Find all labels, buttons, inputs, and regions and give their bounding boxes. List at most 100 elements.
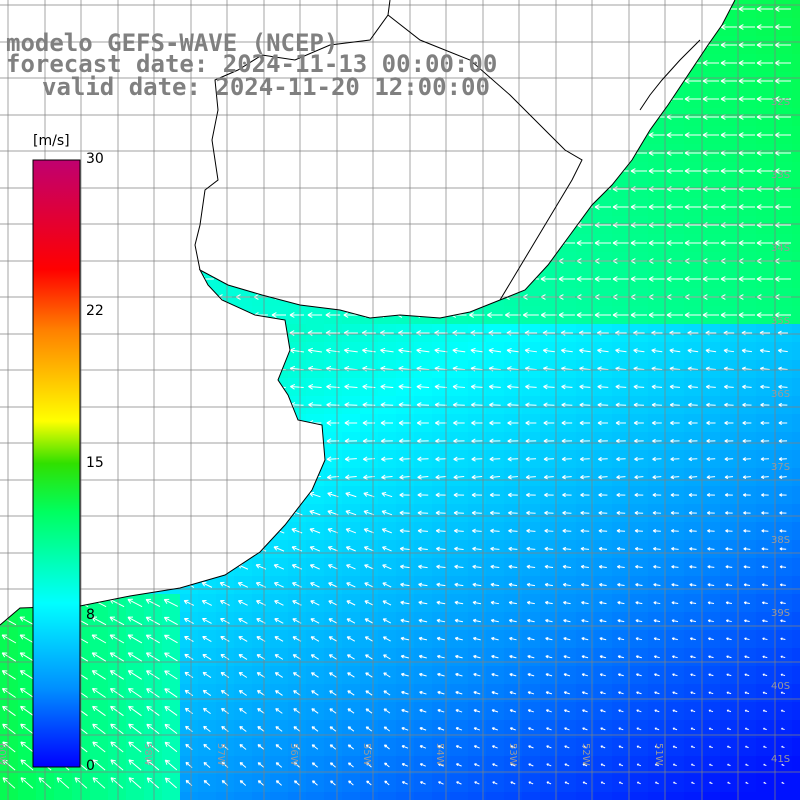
wind-arrow xyxy=(594,276,611,282)
wind-arrow xyxy=(365,654,373,660)
wind-arrow xyxy=(491,654,499,659)
wind-speed-cell xyxy=(18,792,37,800)
wind-arrow xyxy=(720,168,737,174)
wind-arrow xyxy=(630,240,647,246)
wind-speed-cell xyxy=(360,792,379,800)
wind-arrow xyxy=(491,745,498,749)
wind-arrow xyxy=(687,384,698,390)
wind-arrow xyxy=(489,420,501,426)
wind-arrow xyxy=(470,384,483,390)
wind-speed-cell xyxy=(792,234,800,253)
wind-arrow xyxy=(612,240,629,246)
wind-arrow xyxy=(635,655,642,659)
wind-speed-cell xyxy=(342,792,361,800)
wind-arrow xyxy=(618,709,624,713)
wind-arrow xyxy=(163,598,178,607)
wind-arrow xyxy=(744,691,750,695)
wind-arrow xyxy=(708,745,713,749)
wind-arrow xyxy=(738,42,755,48)
wind-arrow xyxy=(708,709,714,713)
wind-arrow xyxy=(239,726,247,732)
wind-speed-cell xyxy=(468,792,487,800)
wind-arrow xyxy=(546,781,552,785)
wind-speed-cell xyxy=(792,162,800,181)
wind-arrow xyxy=(720,276,737,282)
wind-arrow xyxy=(780,709,785,713)
wind-arrow xyxy=(726,637,732,641)
wind-arrow xyxy=(183,599,195,606)
wind-arrow xyxy=(365,744,372,750)
wind-speed-cell xyxy=(792,270,800,289)
wind-arrow xyxy=(293,762,301,768)
wind-speed-cell xyxy=(792,414,800,433)
wind-arrow xyxy=(399,492,411,498)
wind-arrow xyxy=(672,727,678,731)
wind-arrow xyxy=(472,546,482,552)
wind-arrow xyxy=(418,636,428,641)
wind-arrow xyxy=(508,510,518,516)
wind-arrow xyxy=(743,547,751,551)
wind-arrow xyxy=(91,616,107,626)
wind-arrow xyxy=(760,384,770,390)
wind-arrow xyxy=(274,600,284,606)
wind-speed-cell xyxy=(558,792,577,800)
wind-arrow xyxy=(724,475,734,480)
wind-arrow xyxy=(666,312,683,318)
wind-speed-cell xyxy=(234,792,253,800)
lon-label: 53W xyxy=(507,743,518,766)
wind-arrow xyxy=(636,727,642,731)
wind-arrow xyxy=(327,509,339,516)
wind-arrow xyxy=(618,763,624,767)
wind-arrow xyxy=(726,745,731,749)
wind-arrow xyxy=(146,688,160,698)
wind-arrow xyxy=(163,634,178,644)
wind-arrow xyxy=(581,655,589,659)
wind-arrow xyxy=(724,402,734,408)
wind-arrow xyxy=(164,688,178,698)
wind-arrow xyxy=(507,492,518,498)
wind-arrow xyxy=(742,493,751,497)
wind-arrow xyxy=(562,546,572,551)
wind-arrow xyxy=(110,777,124,789)
wind-arrow xyxy=(239,744,247,750)
wind-arrow xyxy=(473,690,481,695)
wind-arrow xyxy=(688,511,697,515)
wind-arrow xyxy=(416,384,430,390)
wind-arrow xyxy=(690,691,696,695)
wind-arrow xyxy=(633,384,645,390)
wind-arrow xyxy=(437,745,445,749)
wind-arrow xyxy=(490,582,500,587)
wind-arrow xyxy=(742,402,752,408)
wind-arrow xyxy=(706,475,716,480)
wind-arrow xyxy=(310,600,320,606)
wind-speed-cell xyxy=(306,792,325,800)
wind-arrow xyxy=(670,456,680,462)
wind-arrow xyxy=(346,582,356,588)
wind-arrow xyxy=(738,60,755,66)
wind-arrow xyxy=(688,456,698,462)
wind-arrow xyxy=(491,636,499,641)
wind-arrow xyxy=(237,581,249,588)
wind-arrow xyxy=(774,6,791,12)
wind-arrow xyxy=(544,528,554,534)
wind-arrow xyxy=(454,546,464,552)
wind-arrow xyxy=(292,654,302,660)
wind-arrow xyxy=(92,723,106,735)
wind-arrow xyxy=(616,564,625,569)
wind-arrow xyxy=(311,726,319,732)
wind-arrow xyxy=(742,438,752,444)
wind-arrow xyxy=(562,510,572,516)
wind-arrow xyxy=(128,759,142,771)
wind-arrow xyxy=(635,673,642,677)
wind-arrow xyxy=(705,366,717,372)
wind-arrow xyxy=(527,654,535,659)
wind-arrow xyxy=(363,491,375,498)
wind-speed-cell xyxy=(630,792,649,800)
wind-arrow xyxy=(164,741,178,753)
wind-arrow xyxy=(630,168,647,174)
wind-arrow xyxy=(437,708,445,713)
wind-arrow xyxy=(617,655,625,659)
wind-arrow xyxy=(600,745,606,749)
wind-speed-cell xyxy=(792,504,800,523)
wind-arrow xyxy=(419,745,427,749)
